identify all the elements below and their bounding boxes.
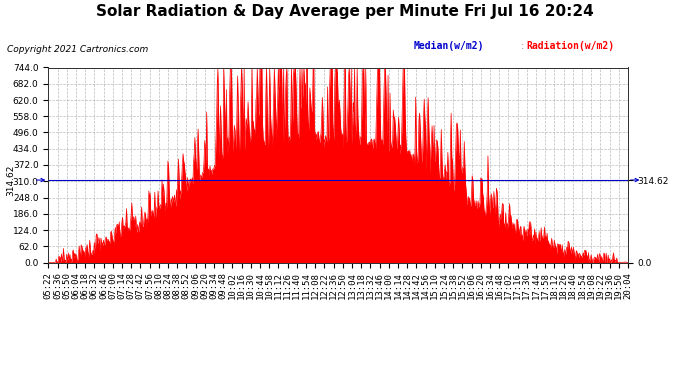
Text: Copyright 2021 Cartronics.com: Copyright 2021 Cartronics.com [7,45,148,54]
Text: :: : [521,41,524,51]
Text: Solar Radiation & Day Average per Minute Fri Jul 16 20:24: Solar Radiation & Day Average per Minute… [96,4,594,19]
Text: Radiation(w/m2): Radiation(w/m2) [526,41,615,51]
Text: Median(w/m2): Median(w/m2) [414,41,484,51]
Text: 314.62: 314.62 [6,164,15,196]
